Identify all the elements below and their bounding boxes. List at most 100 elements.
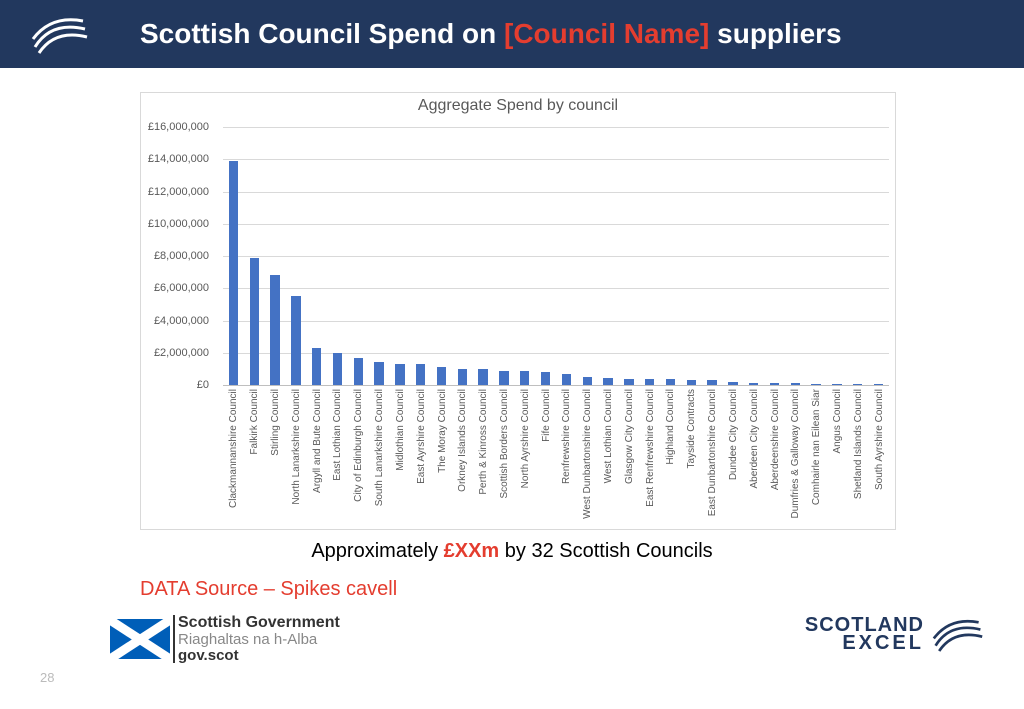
- bar: [520, 371, 529, 386]
- bar: [312, 348, 321, 385]
- x-axis-label: West Dunbartonshire Council: [582, 389, 593, 529]
- bar: [250, 258, 259, 385]
- bar-chart: Aggregate Spend by council £0£2,000,000£…: [140, 92, 896, 530]
- bar: [811, 384, 820, 385]
- y-axis-tick: £10,000,000: [134, 218, 209, 230]
- bar: [291, 296, 300, 385]
- bar: [499, 371, 508, 386]
- bar: [229, 161, 238, 385]
- bar: [874, 384, 883, 385]
- x-axis-label: City of Edinburgh Council: [353, 389, 364, 529]
- title-placeholder: [Council Name]: [504, 18, 709, 49]
- se-line2: EXCEL: [805, 634, 924, 652]
- bar: [270, 275, 279, 385]
- x-axis-label: Renfrewshire Council: [561, 389, 572, 529]
- x-axis-label: Falkirk Council: [249, 389, 260, 529]
- x-axis-label: Argyll and Bute Council: [312, 389, 323, 529]
- chart-title: Aggregate Spend by council: [141, 93, 895, 117]
- x-axis-label: Clackmannanshire Council: [228, 389, 239, 529]
- bar: [562, 374, 571, 385]
- y-axis-tick: £6,000,000: [134, 282, 209, 294]
- gridline: [223, 127, 889, 128]
- caption-prefix: Approximately: [311, 540, 443, 562]
- x-axis-label: Shetland Islands Council: [853, 389, 864, 529]
- sg-line3: gov.scot: [178, 648, 340, 664]
- bar: [374, 362, 383, 385]
- caption-suffix: by 32 Scottish Councils: [499, 540, 712, 562]
- x-axis-label: East Lothian Council: [332, 389, 343, 529]
- gridline: [223, 256, 889, 257]
- x-axis-label: West Lothian Council: [603, 389, 614, 529]
- y-axis-tick: £4,000,000: [134, 315, 209, 327]
- x-axis-label: East Ayrshire Council: [416, 389, 427, 529]
- bar: [395, 364, 404, 385]
- y-axis-tick: £0: [134, 379, 209, 391]
- bar: [541, 372, 550, 385]
- scotland-excel-logo: SCOTLAND EXCEL: [805, 615, 984, 653]
- scotland-excel-text: SCOTLAND EXCEL: [805, 616, 924, 652]
- gridline: [223, 353, 889, 354]
- bar: [770, 383, 779, 385]
- bar: [416, 364, 425, 385]
- y-axis-tick: £12,000,000: [134, 186, 209, 198]
- x-axis-label: Aberdeenshire Council: [770, 389, 781, 529]
- title-prefix: Scottish Council Spend on: [140, 18, 504, 49]
- gridline: [223, 321, 889, 322]
- bar: [749, 383, 758, 385]
- bar: [333, 353, 342, 385]
- bar: [437, 367, 446, 385]
- x-axis-label: Highland Council: [665, 389, 676, 529]
- x-axis-label: Tayside Contracts: [686, 389, 697, 529]
- x-axis-label: South Ayrshire Council: [874, 389, 885, 529]
- y-axis-tick: £16,000,000: [134, 121, 209, 133]
- scotland-excel-swoosh-icon: [932, 615, 984, 653]
- title-suffix: suppliers: [709, 18, 841, 49]
- gridline: [223, 288, 889, 289]
- sg-line1: Scottish Government: [178, 615, 340, 632]
- chart-caption: Approximately £XXm by 32 Scottish Counci…: [0, 540, 1024, 563]
- chart-plot-area: £0£2,000,000£4,000,000£6,000,000£8,000,0…: [223, 127, 889, 385]
- y-axis-tick: £2,000,000: [134, 347, 209, 359]
- gridline: [223, 159, 889, 160]
- bar: [728, 382, 737, 385]
- saltire-icon: [110, 619, 170, 659]
- x-axis-label: Dumfries & Galloway Council: [790, 389, 801, 529]
- sg-line2: Riaghaltas na h-Alba: [178, 632, 340, 648]
- gridline: [223, 385, 889, 386]
- bar: [832, 384, 841, 385]
- data-source: DATA Source – Spikes cavell: [140, 578, 397, 601]
- x-axis-label: Midlothian Council: [395, 389, 406, 529]
- bar: [645, 379, 654, 385]
- scottish-government-logo: Scottish Government Riaghaltas na h-Alba…: [110, 615, 340, 663]
- bar: [478, 369, 487, 385]
- bar: [583, 377, 592, 385]
- bar: [666, 379, 675, 385]
- x-axis-label: Comhairle nan Eilean Siar: [811, 389, 822, 529]
- x-axis-label: Perth & Kinross Council: [478, 389, 489, 529]
- x-axis-label: Fife Council: [541, 389, 552, 529]
- y-axis-tick: £8,000,000: [134, 250, 209, 262]
- gridline: [223, 192, 889, 193]
- bar: [687, 380, 696, 385]
- slide-header: Scottish Council Spend on [Council Name]…: [0, 0, 1024, 68]
- x-axis-label: East Dunbartonshire Council: [707, 389, 718, 529]
- bar: [458, 369, 467, 385]
- bar: [707, 380, 716, 385]
- bar: [853, 384, 862, 385]
- x-axis-label: Dundee City Council: [728, 389, 739, 529]
- x-axis-label: North Ayrshire Council: [520, 389, 531, 529]
- scottish-government-text: Scottish Government Riaghaltas na h-Alba…: [178, 615, 340, 663]
- slide-title: Scottish Council Spend on [Council Name]…: [140, 18, 842, 50]
- x-axis-label: South Lanarkshire Council: [374, 389, 385, 529]
- y-axis-tick: £14,000,000: [134, 153, 209, 165]
- x-axis-label: East Renfrewshire Council: [645, 389, 656, 529]
- logo-divider: [173, 615, 175, 663]
- page-number: 28: [40, 670, 54, 685]
- x-axis-label: The Moray Council: [437, 389, 448, 529]
- bar: [603, 378, 612, 385]
- gridline: [223, 224, 889, 225]
- bar: [791, 383, 800, 385]
- x-axis-label: North Lanarkshire Council: [291, 389, 302, 529]
- x-axis-label: Scottish Borders Council: [499, 389, 510, 529]
- caption-highlight: £XXm: [444, 540, 500, 562]
